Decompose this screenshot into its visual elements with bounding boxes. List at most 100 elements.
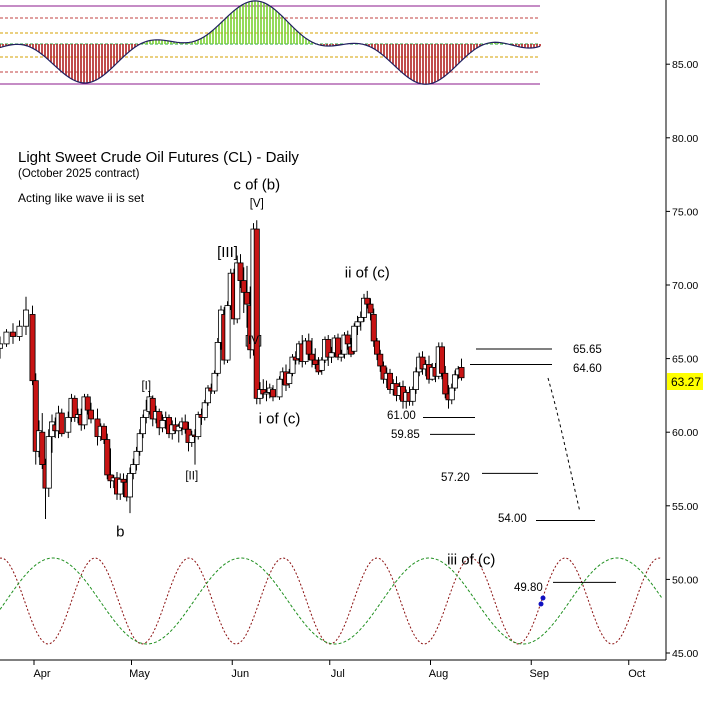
- candle-body: [386, 372, 393, 390]
- y-tick-label: 50.00: [672, 574, 698, 586]
- candle-body: [344, 334, 351, 345]
- projection-label: 64.60: [573, 363, 602, 375]
- candle-body: [117, 478, 124, 495]
- wave-label: ii of (c): [345, 265, 390, 282]
- y-tick-label: 60.00: [672, 427, 698, 439]
- momentum-line: [0, 0, 541, 85]
- candle-body: [367, 303, 374, 314]
- candle-body: [71, 397, 78, 418]
- candle-body: [39, 431, 46, 465]
- candle-body: [360, 297, 367, 318]
- candle-body: [101, 425, 108, 440]
- y-tick-label: 55.00: [672, 501, 698, 513]
- candle-body: [260, 389, 267, 395]
- candle-body: [276, 378, 283, 398]
- candle-body: [451, 374, 458, 389]
- candle-body: [442, 372, 449, 395]
- candle-body: [130, 464, 137, 474]
- candle-body: [201, 402, 208, 418]
- chart-subtitle: (October 2025 contract): [18, 168, 140, 180]
- x-tick-label: Sep: [529, 668, 549, 680]
- candle-body: [312, 359, 319, 365]
- candle-body: [325, 339, 332, 358]
- y-tick-label: 85.00: [672, 59, 698, 71]
- candle-body: [240, 280, 247, 293]
- candle-body: [139, 417, 146, 435]
- candle-body: [334, 337, 341, 358]
- candles-layer: [0, 220, 465, 520]
- price-marker-box: [667, 373, 703, 390]
- candle-body: [58, 412, 65, 435]
- candle-body: [214, 342, 221, 374]
- candle-body: [409, 389, 416, 402]
- candle-body: [136, 433, 143, 452]
- candle-body: [84, 396, 91, 411]
- candle-body: [354, 321, 361, 327]
- y-tick-label: 75.00: [672, 206, 698, 218]
- wave-label: i of (c): [259, 410, 301, 427]
- candle-body: [448, 387, 455, 401]
- candle-body: [357, 316, 364, 323]
- candle-body: [289, 356, 296, 374]
- candle-body: [9, 331, 16, 337]
- wave-label: [III]: [217, 244, 238, 261]
- y-tick-label: 80.00: [672, 133, 698, 145]
- candle-body: [175, 425, 182, 432]
- projection-label: 57.20: [441, 472, 470, 484]
- price-marker-label: 63.27: [671, 375, 701, 389]
- candle-body: [380, 365, 387, 380]
- wave-label: [IV]: [245, 335, 262, 347]
- projection-label: 65.65: [573, 344, 602, 356]
- candle-body: [338, 353, 345, 358]
- x-tick-label: May: [129, 668, 150, 680]
- candle-body: [237, 262, 244, 281]
- y-tick-label: 45.00: [672, 648, 698, 660]
- candle-body: [149, 397, 156, 420]
- candle-body: [318, 359, 325, 371]
- projection-label: 61.00: [387, 410, 416, 422]
- y-tick-label: 65.00: [672, 354, 698, 366]
- candle-body: [65, 417, 72, 433]
- y-tick-label: 70.00: [672, 280, 698, 292]
- cycle-wave-long: [0, 557, 663, 645]
- candle-body: [188, 434, 195, 443]
- cycle-indicator: [0, 557, 663, 645]
- candle-body: [88, 409, 95, 420]
- candle-body: [351, 325, 358, 352]
- candle-body: [133, 450, 140, 465]
- candle-body: [143, 409, 150, 418]
- candle-body: [234, 262, 241, 320]
- candle-body: [269, 389, 276, 398]
- candle-body: [120, 478, 127, 483]
- candle-body: [328, 352, 335, 358]
- candle-body: [224, 305, 231, 361]
- candle-body: [243, 291, 250, 305]
- wave-label: [V]: [250, 198, 264, 210]
- candle-body: [458, 367, 465, 379]
- candle-body: [286, 372, 293, 385]
- candle-body: [22, 309, 29, 327]
- candle-body: [195, 414, 202, 438]
- candle-body: [370, 314, 377, 342]
- candle-body: [16, 325, 23, 337]
- candle-body: [0, 343, 3, 349]
- projection-label: 54.00: [498, 513, 527, 525]
- wave-label: [I]: [141, 381, 151, 393]
- chart-note: Acting like wave ii is set: [18, 191, 145, 205]
- wave-label: c of (b): [233, 176, 280, 193]
- candle-body: [211, 372, 218, 392]
- candle-body: [305, 340, 312, 355]
- x-tick-label: Aug: [429, 668, 449, 680]
- candle-body: [127, 473, 134, 498]
- projection-label: 49.80: [514, 582, 543, 594]
- candle-body: [419, 356, 426, 370]
- candle-body: [3, 331, 10, 345]
- wave-labels: c of (b) [V] [III] [IV] [I] [II] b i of (c) ii o…: [116, 176, 495, 568]
- candle-body: [438, 346, 445, 374]
- candle-body: [156, 411, 163, 429]
- x-tick-label: Jul: [331, 668, 345, 680]
- candle-body: [364, 297, 371, 305]
- candle-body: [373, 340, 380, 355]
